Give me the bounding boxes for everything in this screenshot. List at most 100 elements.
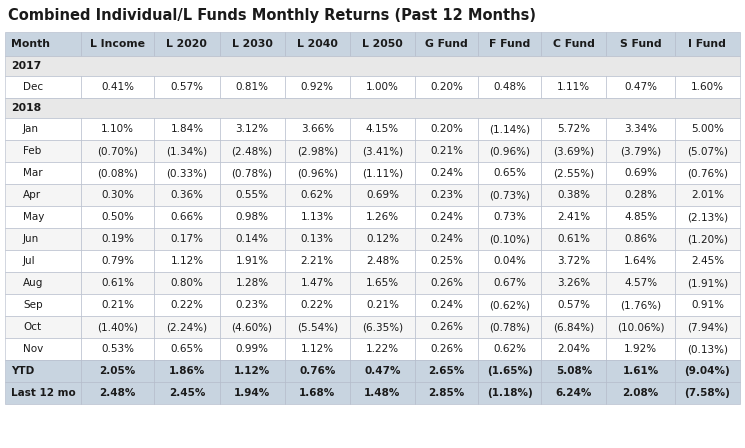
Text: (2.13%): (2.13%) (687, 212, 728, 222)
Text: 1.48%: 1.48% (364, 388, 401, 398)
Bar (415, 316, 478, 338)
Text: 4.15%: 4.15% (366, 124, 399, 134)
Text: 3.66%: 3.66% (301, 124, 334, 134)
Text: 1.68%: 1.68% (299, 388, 335, 398)
Text: 1.12%: 1.12% (171, 256, 203, 266)
Text: 0.92%: 0.92% (301, 82, 334, 92)
Bar (542, 250, 606, 272)
Text: (1.11%): (1.11%) (362, 168, 403, 178)
Text: (0.13%): (0.13%) (687, 344, 728, 354)
Bar (542, 316, 606, 338)
Text: 0.24%: 0.24% (430, 168, 463, 178)
Bar (675, 184, 740, 206)
Text: 0.67%: 0.67% (493, 278, 526, 288)
Text: 0.62%: 0.62% (493, 344, 526, 354)
Bar (220, 162, 285, 184)
Text: 3.34%: 3.34% (624, 124, 657, 134)
Text: 0.20%: 0.20% (430, 82, 463, 92)
Bar (478, 228, 542, 250)
Bar (542, 32, 606, 56)
Text: (1.34%): (1.34%) (166, 146, 207, 156)
Bar (154, 360, 220, 382)
Text: 0.28%: 0.28% (624, 190, 657, 200)
Bar (675, 118, 740, 140)
Text: 0.20%: 0.20% (430, 124, 463, 134)
Bar (285, 360, 350, 382)
Bar (5, 338, 80, 360)
Bar (415, 32, 478, 56)
Bar (220, 272, 285, 294)
Text: Dec: Dec (23, 82, 43, 92)
Bar (154, 250, 220, 272)
Text: 0.21%: 0.21% (366, 300, 399, 310)
Bar (5, 32, 80, 56)
Bar (606, 250, 675, 272)
Bar (415, 206, 478, 228)
Text: 0.13%: 0.13% (301, 234, 334, 244)
Text: May: May (23, 212, 45, 222)
Bar (220, 382, 285, 404)
Text: (2.55%): (2.55%) (554, 168, 595, 178)
Bar (675, 316, 740, 338)
Bar (415, 382, 478, 404)
Bar (80, 272, 154, 294)
Bar (415, 360, 478, 382)
Bar (675, 76, 740, 98)
Text: (0.78%): (0.78%) (232, 168, 273, 178)
Bar (542, 382, 606, 404)
Text: 1.12%: 1.12% (301, 344, 334, 354)
Text: (5.54%): (5.54%) (297, 322, 338, 332)
Bar (415, 162, 478, 184)
Bar (80, 294, 154, 316)
Text: 3.26%: 3.26% (557, 278, 591, 288)
Bar (478, 294, 542, 316)
Text: 0.12%: 0.12% (366, 234, 399, 244)
Bar (415, 140, 478, 162)
Text: Combined Individual/L Funds Monthly Returns (Past 12 Months): Combined Individual/L Funds Monthly Retu… (8, 8, 536, 23)
Bar (478, 76, 542, 98)
Text: 2.65%: 2.65% (428, 366, 465, 376)
Text: 5.72%: 5.72% (557, 124, 591, 134)
Bar (80, 316, 154, 338)
Bar (542, 228, 606, 250)
Text: 0.17%: 0.17% (171, 234, 203, 244)
Bar (478, 118, 542, 140)
Bar (80, 228, 154, 250)
Bar (285, 76, 350, 98)
Bar (350, 184, 415, 206)
Bar (5, 250, 80, 272)
Text: 0.14%: 0.14% (235, 234, 269, 244)
Text: 1.22%: 1.22% (366, 344, 399, 354)
Text: 3.12%: 3.12% (235, 124, 269, 134)
Text: 6.24%: 6.24% (556, 388, 592, 398)
Bar (415, 250, 478, 272)
Bar (220, 250, 285, 272)
Bar (606, 140, 675, 162)
Bar (350, 140, 415, 162)
Text: 0.24%: 0.24% (430, 234, 463, 244)
Text: I Fund: I Fund (688, 39, 726, 49)
Text: 0.48%: 0.48% (493, 82, 526, 92)
Text: 1.12%: 1.12% (234, 366, 270, 376)
Bar (542, 184, 606, 206)
Text: (0.62%): (0.62%) (489, 300, 530, 310)
Text: 0.81%: 0.81% (235, 82, 269, 92)
Bar (80, 76, 154, 98)
Bar (80, 338, 154, 360)
Bar (350, 32, 415, 56)
Text: S Fund: S Fund (620, 39, 662, 49)
Text: 2.08%: 2.08% (623, 388, 659, 398)
Text: (10.06%): (10.06%) (617, 322, 665, 332)
Text: 0.99%: 0.99% (235, 344, 269, 354)
Bar (478, 382, 542, 404)
Text: YTD: YTD (11, 366, 34, 376)
Bar (606, 206, 675, 228)
Text: (0.78%): (0.78%) (489, 322, 530, 332)
Bar (285, 272, 350, 294)
Bar (675, 206, 740, 228)
Text: (0.70%): (0.70%) (97, 146, 138, 156)
Bar (478, 32, 542, 56)
Text: 4.57%: 4.57% (624, 278, 657, 288)
Text: 0.23%: 0.23% (430, 190, 463, 200)
Text: 4.85%: 4.85% (624, 212, 657, 222)
